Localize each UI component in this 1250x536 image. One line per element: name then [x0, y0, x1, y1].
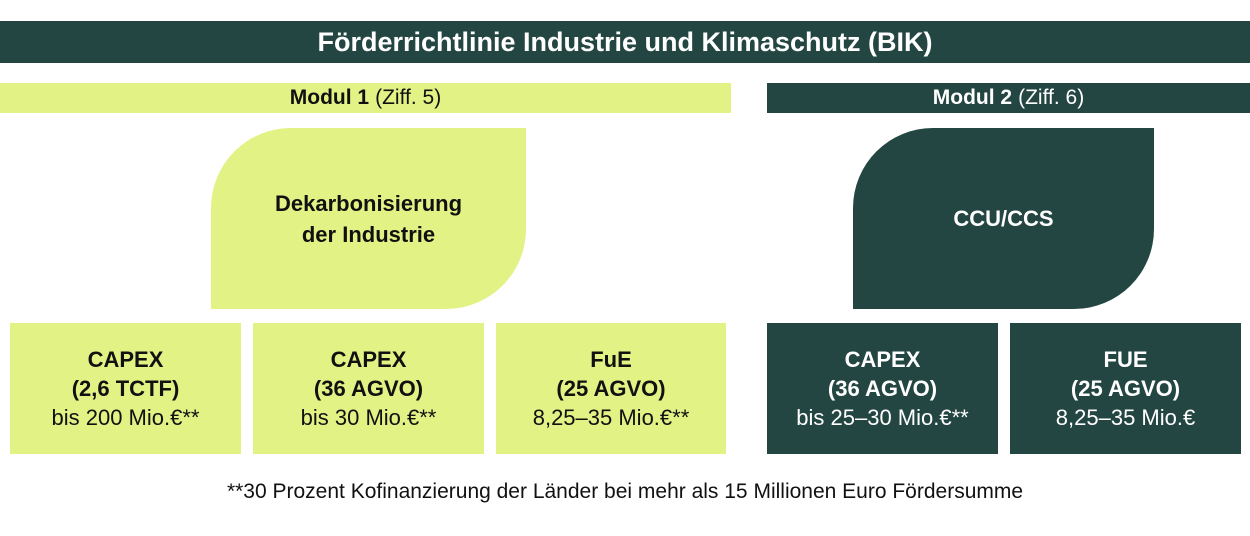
box-basis: (36 AGVO) [827, 376, 938, 401]
module-2-ref: (Ziff. 6) [1018, 86, 1085, 109]
box-type: CAPEX [844, 347, 921, 372]
box-basis: (2,6 TCTF) [71, 376, 180, 401]
box-basis: (36 AGVO) [313, 376, 424, 401]
box-basis: (25 AGVO) [1070, 376, 1181, 401]
box-type: FuE [590, 347, 632, 372]
box-amount: bis 200 Mio.€** [51, 405, 200, 430]
box-type: CAPEX [87, 347, 164, 372]
funding-box-fue-m1: FuE (25 AGVO) 8,25–35 Mio.€** [496, 323, 726, 454]
funding-box-capex-tctf: CAPEX (2,6 TCTF) bis 200 Mio.€** [10, 323, 241, 454]
box-basis: (25 AGVO) [556, 376, 666, 401]
funding-box-capex-agvo-m1: CAPEX (36 AGVO) bis 30 Mio.€** [253, 323, 484, 454]
module-1-category-line-1: Dekarbonisierung [274, 190, 463, 216]
box-type: FUE [1103, 347, 1148, 372]
module-1-name: Modul 1 [289, 86, 370, 109]
module-2-category: CCU/CCS [853, 128, 1154, 309]
module-1-category: Dekarbonisierung der Industrie [211, 128, 526, 309]
module-2-name: Modul 2 [932, 86, 1013, 109]
funding-box-fue-m2: FUE (25 AGVO) 8,25–35 Mio.€ [1010, 323, 1241, 454]
module-2-category-line-1: CCU/CCS [953, 206, 1054, 231]
module-1-category-line-2: der Industrie [301, 221, 436, 247]
box-type: CAPEX [330, 347, 407, 372]
module-1-header: Modul 1 (Ziff. 5) [0, 83, 731, 113]
footnote: **30 Prozent Kofinanzierung der Länder b… [226, 480, 1024, 503]
box-amount: bis 25–30 Mio.€** [796, 405, 969, 430]
module-2-header: Modul 2 (Ziff. 6) [767, 83, 1250, 113]
funding-box-capex-agvo-m2: CAPEX (36 AGVO) bis 25–30 Mio.€** [767, 323, 998, 454]
box-amount: 8,25–35 Mio.€** [532, 405, 690, 430]
page-title: Förderrichtlinie Industrie und Klimaschu… [0, 21, 1250, 63]
box-amount: bis 30 Mio.€** [300, 405, 437, 430]
module-1-ref: (Ziff. 5) [375, 86, 442, 109]
box-amount: 8,25–35 Mio.€ [1055, 405, 1196, 430]
